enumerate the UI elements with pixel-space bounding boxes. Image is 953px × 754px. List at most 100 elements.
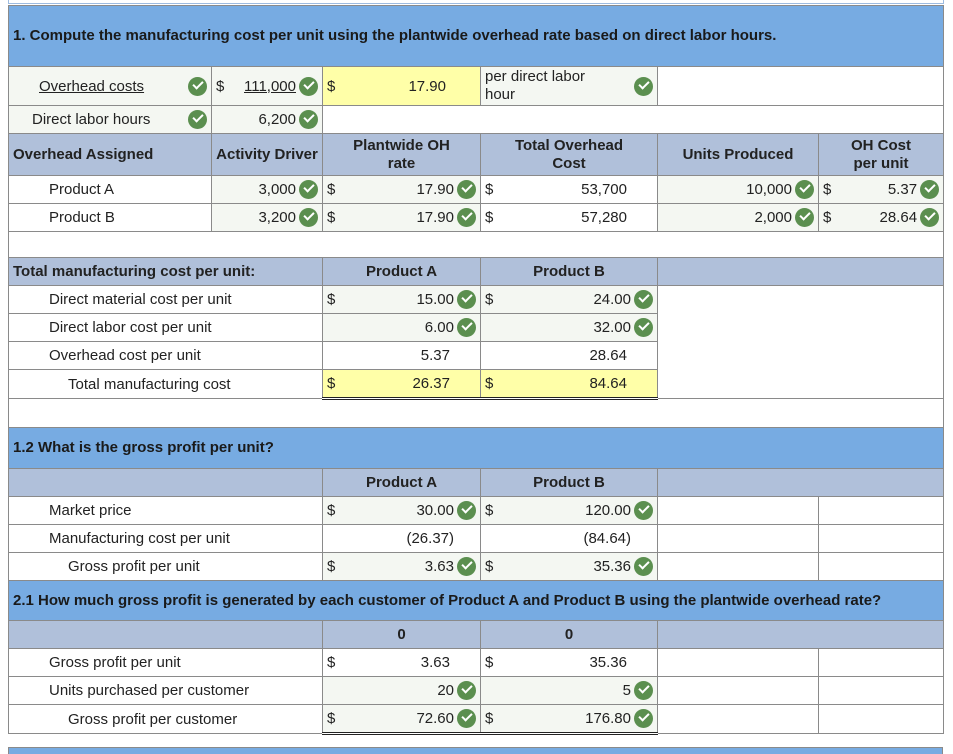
row-label: Product B — [8, 203, 212, 232]
overhead-costs-label: Overhead costs — [39, 77, 145, 95]
currency-symbol: $ — [216, 77, 225, 95]
worksheet-table: 1. Compute the manufacturing cost per un… — [7, 5, 945, 735]
section12-header: Product A Product B — [8, 468, 945, 497]
dlh-value-cell[interactable]: 6,200 — [211, 105, 323, 134]
row-label: Gross profit per customer — [8, 704, 323, 734]
header-overhead-assigned: Overhead Assigned — [8, 133, 212, 176]
header-product-b: Product B — [480, 468, 658, 497]
product-a-cell[interactable]: $30.00 — [322, 496, 481, 525]
product-a-cell[interactable]: $15.00 — [322, 285, 481, 314]
oh-cost-per-unit-value: 5.37 — [887, 181, 918, 198]
rate-cell[interactable]: $17.90 — [322, 175, 481, 204]
product-b-cell[interactable]: $35.36 — [480, 552, 658, 581]
currency-symbol: $ — [485, 209, 494, 226]
section12-title-row: 1.2 What is the gross profit per unit? — [7, 427, 945, 469]
mfg-row-overhead: Overhead cost per unit 5.37 28.64 — [8, 341, 944, 370]
product-a-cell[interactable]: $3.63 — [322, 552, 481, 581]
currency-symbol: $ — [485, 181, 494, 198]
currency-symbol: $ — [485, 558, 494, 575]
product-b-value: 32.00 — [593, 319, 631, 336]
section12-title: 1.2 What is the gross profit per unit? — [7, 427, 945, 469]
check-icon — [457, 681, 476, 700]
product-b-value: (84.64) — [583, 530, 631, 547]
product-b-value: 176.80 — [585, 710, 631, 727]
activity-driver-cell[interactable]: 3,200 — [211, 203, 323, 232]
overhead-assigned-header: Overhead Assigned Activity Driver Plantw… — [8, 133, 945, 176]
product-b-cell[interactable]: 5 — [480, 676, 658, 705]
product-b-value: 84.64 — [589, 375, 627, 392]
currency-symbol: $ — [327, 375, 336, 392]
oh-cost-per-unit-cell[interactable]: $5.37 — [817, 175, 945, 204]
activity-driver-value: 3,200 — [258, 209, 296, 226]
check-icon — [457, 290, 476, 309]
check-icon — [920, 208, 940, 227]
overhead-costs-value-cell[interactable]: $ 111,000 — [211, 66, 323, 106]
check-icon — [299, 208, 318, 227]
gp-row-market-price: Market price $30.00 $120.00 — [8, 496, 945, 525]
section21-title: 2.1 How much gross profit is generated b… — [7, 580, 945, 621]
assign-row-product-a: Product A 3,000 $17.90 $53,700 10,000 $5… — [8, 175, 945, 204]
header-units-produced: Units Produced — [657, 133, 819, 176]
product-a-cell[interactable]: $72.60 — [322, 704, 481, 735]
product-a-cell: $3.63 — [322, 648, 481, 677]
check-icon — [795, 208, 814, 227]
units-produced-value: 10,000 — [746, 181, 792, 198]
currency-symbol: $ — [327, 558, 336, 575]
product-b-cell[interactable]: 32.00 — [480, 313, 658, 342]
rate-value: 17.90 — [416, 209, 454, 226]
activity-driver-cell[interactable]: 3,000 — [211, 175, 323, 204]
units-produced-cell[interactable]: 2,000 — [657, 203, 819, 232]
total-overhead-value: 57,280 — [581, 209, 627, 226]
gp-row-gross-profit: Gross profit per unit $3.63 $35.36 — [8, 552, 945, 581]
check-icon — [920, 180, 940, 199]
header-col-b: 0 — [480, 620, 658, 649]
product-a-cell[interactable]: 6.00 — [322, 313, 481, 342]
header-product-a: Product A — [322, 257, 481, 286]
dlh-label-cell[interactable]: Direct labor hours — [8, 105, 212, 134]
currency-symbol: $ — [327, 654, 336, 671]
row-label: Gross profit per unit — [8, 648, 323, 677]
currency-symbol: $ — [485, 291, 494, 308]
currency-symbol: $ — [327, 502, 336, 519]
product-b-cell[interactable]: $176.80 — [480, 704, 658, 735]
mfg-cost-header-label: Total manufacturing cost per unit: — [8, 257, 323, 286]
units-produced-cell[interactable]: 10,000 — [657, 175, 819, 204]
row-label: Total manufacturing cost — [8, 369, 323, 399]
header-plantwide-rate: Plantwide OH rate — [322, 133, 481, 176]
cust-row-gp-per-unit: Gross profit per unit $3.63 $35.36 — [8, 648, 945, 677]
total-overhead-cell: $53,700 — [480, 175, 658, 204]
check-icon — [188, 76, 207, 96]
product-a-cell: 5.37 — [322, 341, 481, 370]
check-icon — [634, 76, 653, 96]
product-a-value: 26.37 — [412, 375, 450, 392]
check-icon — [188, 110, 207, 129]
row-label: Gross profit per unit — [8, 552, 323, 581]
rate-unit-cell[interactable]: per direct labor hour — [480, 66, 658, 106]
overhead-costs-row: Overhead costs $ 111,000 $ 17.90 per dir… — [8, 66, 945, 106]
check-icon — [795, 180, 814, 199]
product-a-value: 15.00 — [416, 291, 454, 308]
rate-cell[interactable]: $17.90 — [322, 203, 481, 232]
product-a-total-cell: $26.37 — [322, 369, 481, 400]
oh-cost-per-unit-cell[interactable]: $28.64 — [817, 203, 945, 232]
check-icon — [634, 290, 653, 309]
currency-symbol: $ — [327, 291, 336, 308]
empty-cell — [656, 66, 945, 106]
product-b-value: 120.00 — [585, 502, 631, 519]
product-b-cell[interactable]: $120.00 — [480, 496, 658, 525]
units-produced-value: 2,000 — [754, 209, 792, 226]
product-a-cell: (26.37) — [322, 524, 481, 553]
mfg-row-direct-labor: Direct labor cost per unit 6.00 32.00 — [8, 313, 944, 342]
product-b-cell[interactable]: $24.00 — [480, 285, 658, 314]
row-label: Overhead cost per unit — [8, 341, 323, 370]
rate-value: 17.90 — [416, 181, 454, 198]
check-icon — [634, 681, 653, 700]
check-icon — [299, 76, 318, 96]
product-a-cell[interactable]: 20 — [322, 676, 481, 705]
product-a-value: 72.60 — [416, 710, 454, 727]
product-b-value: 35.36 — [589, 654, 627, 671]
product-b-total-cell: $84.64 — [480, 369, 658, 400]
product-a-value: 6.00 — [424, 319, 454, 336]
total-overhead-value: 53,700 — [581, 181, 627, 198]
overhead-costs-label-cell[interactable]: Overhead costs — [8, 66, 212, 106]
